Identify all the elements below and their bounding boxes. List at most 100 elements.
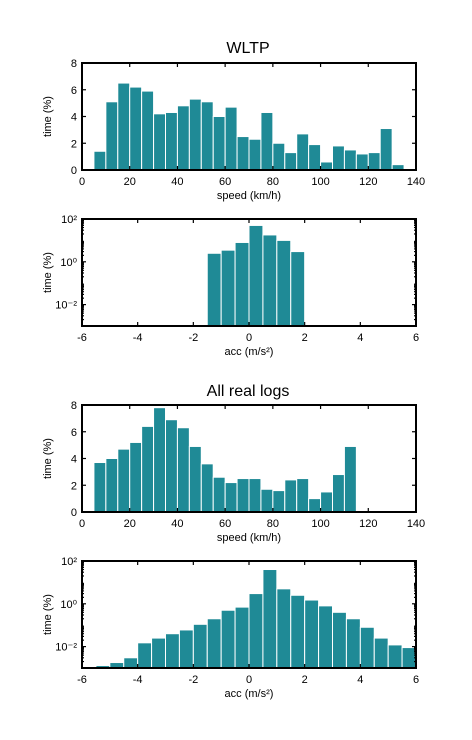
- histogram-bar: [262, 569, 278, 669]
- x-tick-label: 60: [219, 518, 231, 530]
- histogram-bar: [141, 425, 155, 513]
- histogram-bar: [236, 478, 250, 513]
- x-tick-label: 20: [124, 176, 136, 188]
- histogram-bar: [308, 144, 322, 171]
- x-tick-label: 100: [311, 176, 329, 188]
- histogram-bar: [260, 111, 274, 171]
- histogram-bar: [332, 145, 345, 171]
- y-tick-label: 10⁰: [60, 599, 77, 611]
- histogram-bar: [123, 657, 139, 669]
- y-tick-label: 10⁻²: [55, 300, 77, 312]
- histogram-bar: [276, 239, 292, 327]
- x-tick-label: 40: [171, 176, 183, 188]
- histogram-bar: [176, 105, 190, 171]
- x-tick-label: -6: [77, 332, 87, 344]
- histogram-bar: [276, 588, 292, 669]
- x-tick-label: 0: [246, 674, 252, 686]
- histogram-bar: [192, 623, 208, 669]
- histogram-bar: [176, 427, 190, 513]
- y-tick-label: 6: [71, 427, 77, 439]
- x-tick-label: 40: [171, 518, 183, 530]
- x-axis-label: speed (km/h): [217, 532, 281, 544]
- y-tick-label: 10⁻²: [55, 642, 77, 654]
- x-tick-label: 100: [311, 518, 329, 530]
- histogram-bar: [387, 644, 403, 669]
- y-tick-label: 2: [71, 138, 77, 150]
- x-tick-label: 0: [246, 332, 252, 344]
- y-tick-label: 10²: [61, 556, 77, 568]
- histogram-bar: [290, 251, 306, 327]
- histogram-bar: [248, 138, 262, 171]
- y-tick-label: 10²: [61, 214, 77, 226]
- histogram-bar: [296, 133, 310, 171]
- histogram-bar: [343, 149, 357, 171]
- chart-panel-4: -6 -4 -2 0 2 4 6 10⁻² 10⁰ 10² acc (m/s²) time (%): [42, 556, 419, 700]
- histogram-bar: [212, 116, 226, 171]
- histogram-bar: [224, 106, 238, 171]
- histogram-bar: [151, 637, 166, 669]
- histogram-bar: [320, 161, 334, 171]
- histogram-bar: [129, 86, 143, 171]
- histogram-bar: [373, 637, 389, 669]
- y-axis-label: time (%): [42, 252, 54, 293]
- x-tick-label: 120: [359, 518, 377, 530]
- histogram-bar: [212, 476, 226, 513]
- histogram-bar: [165, 111, 178, 171]
- histogram-bar: [200, 101, 214, 171]
- chart-panel-2: -6 -4 -2 0 2 4 6 10⁻² 10⁰ 10² acc (m/s²) time (%): [42, 214, 419, 358]
- histogram-bar: [345, 618, 361, 669]
- histogram-bar: [200, 463, 214, 513]
- y-axis-label: time (%): [42, 438, 54, 479]
- histogram-bar: [105, 458, 119, 513]
- y-axis-label: time (%): [42, 96, 54, 137]
- histogram-bar: [272, 490, 286, 513]
- y-tick-label: 2: [71, 480, 77, 492]
- y-tick-label: 4: [71, 454, 77, 466]
- x-axis-label: acc (m/s²): [225, 346, 274, 358]
- x-tick-label: -4: [133, 332, 143, 344]
- histogram-bar: [117, 448, 131, 513]
- histogram-bar: [153, 113, 166, 171]
- histogram-bar: [332, 474, 345, 513]
- histogram-bar: [248, 478, 262, 513]
- histogram-bar: [224, 482, 238, 513]
- x-tick-label: 2: [302, 674, 308, 686]
- x-tick-label: -2: [188, 674, 198, 686]
- histogram-bar: [129, 441, 143, 513]
- histogram-bar: [153, 407, 166, 513]
- histogram-bar: [236, 136, 250, 171]
- y-tick-label: 0: [71, 507, 77, 519]
- section-title-wltp: WLTP: [226, 40, 269, 57]
- histogram-bar: [137, 642, 153, 669]
- x-tick-label: 6: [413, 332, 419, 344]
- histogram-bar: [318, 605, 334, 669]
- histogram-bar: [206, 252, 222, 327]
- x-tick-label: -2: [188, 332, 198, 344]
- histogram-bar: [188, 445, 202, 513]
- histogram-bar: [93, 462, 107, 513]
- histogram-bar: [248, 593, 264, 669]
- histogram-bar: [320, 491, 334, 513]
- histogram-bar: [234, 606, 250, 669]
- histogram-bar: [401, 647, 417, 669]
- x-tick-label: 80: [267, 176, 279, 188]
- y-tick-label: 0: [71, 165, 77, 177]
- histogram-bar: [248, 224, 264, 327]
- x-tick-label: 4: [357, 332, 363, 344]
- histogram-bar: [165, 633, 180, 669]
- y-tick-label: 8: [71, 58, 77, 70]
- histogram-bar: [272, 142, 286, 171]
- histogram-bar: [379, 128, 393, 171]
- histogram-bar: [260, 488, 274, 513]
- histogram-bar: [262, 234, 278, 327]
- y-tick-label: 8: [71, 400, 77, 412]
- histogram-bar: [343, 445, 357, 513]
- x-axis-label: speed (km/h): [217, 190, 281, 202]
- x-tick-label: 2: [302, 332, 308, 344]
- histogram-bar: [93, 150, 107, 171]
- x-tick-label: 0: [79, 176, 85, 188]
- histogram-bar: [304, 599, 320, 669]
- histogram-bar: [284, 152, 298, 171]
- chart-panel-1: 0 20 40 60 80 100 120 140 0 2 4 6 8 speed (km/h) time …: [42, 58, 425, 202]
